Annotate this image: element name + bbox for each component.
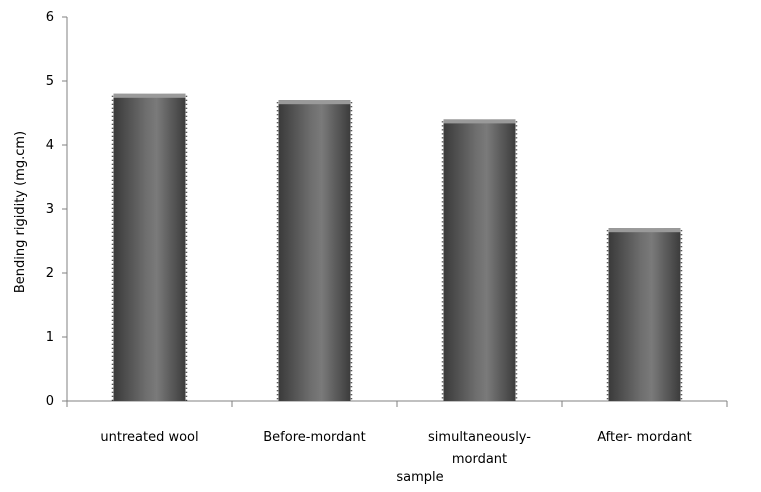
bar — [111, 93, 188, 402]
bar — [606, 228, 683, 401]
bar-body — [113, 93, 186, 402]
y-tick-label: 6 — [46, 10, 54, 25]
labels: 0 1 2 3 4 5 6 untreated wool Before-mordant simul… — [46, 10, 692, 467]
x-category-label: Before-mordant — [263, 430, 365, 445]
bar-top-highlight — [278, 100, 351, 105]
bars — [111, 93, 683, 402]
x-category-label: simultaneously- — [428, 430, 531, 445]
y-tick-label: 3 — [46, 202, 54, 217]
y-tick-label: 4 — [46, 138, 54, 153]
x-category-label: untreated wool — [100, 430, 198, 445]
bar-body — [278, 100, 351, 401]
bar-top-highlight — [443, 119, 516, 124]
y-tick-label: 1 — [46, 330, 54, 345]
bar-top-highlight — [608, 228, 681, 233]
bar — [276, 100, 353, 401]
y-tick-label: 5 — [46, 74, 54, 89]
bar — [441, 119, 518, 402]
bar-body — [608, 228, 681, 401]
y-tick-label: 2 — [46, 266, 54, 281]
x-axis-title: sample — [396, 470, 443, 485]
x-category-label: After- mordant — [597, 430, 692, 445]
x-category-label: mordant — [452, 452, 507, 467]
y-tick-label: 0 — [46, 394, 54, 409]
bar-top-highlight — [113, 93, 186, 98]
bar-body — [443, 119, 516, 402]
y-axis-title: Bending rigidity (mg.cm) — [13, 131, 28, 293]
